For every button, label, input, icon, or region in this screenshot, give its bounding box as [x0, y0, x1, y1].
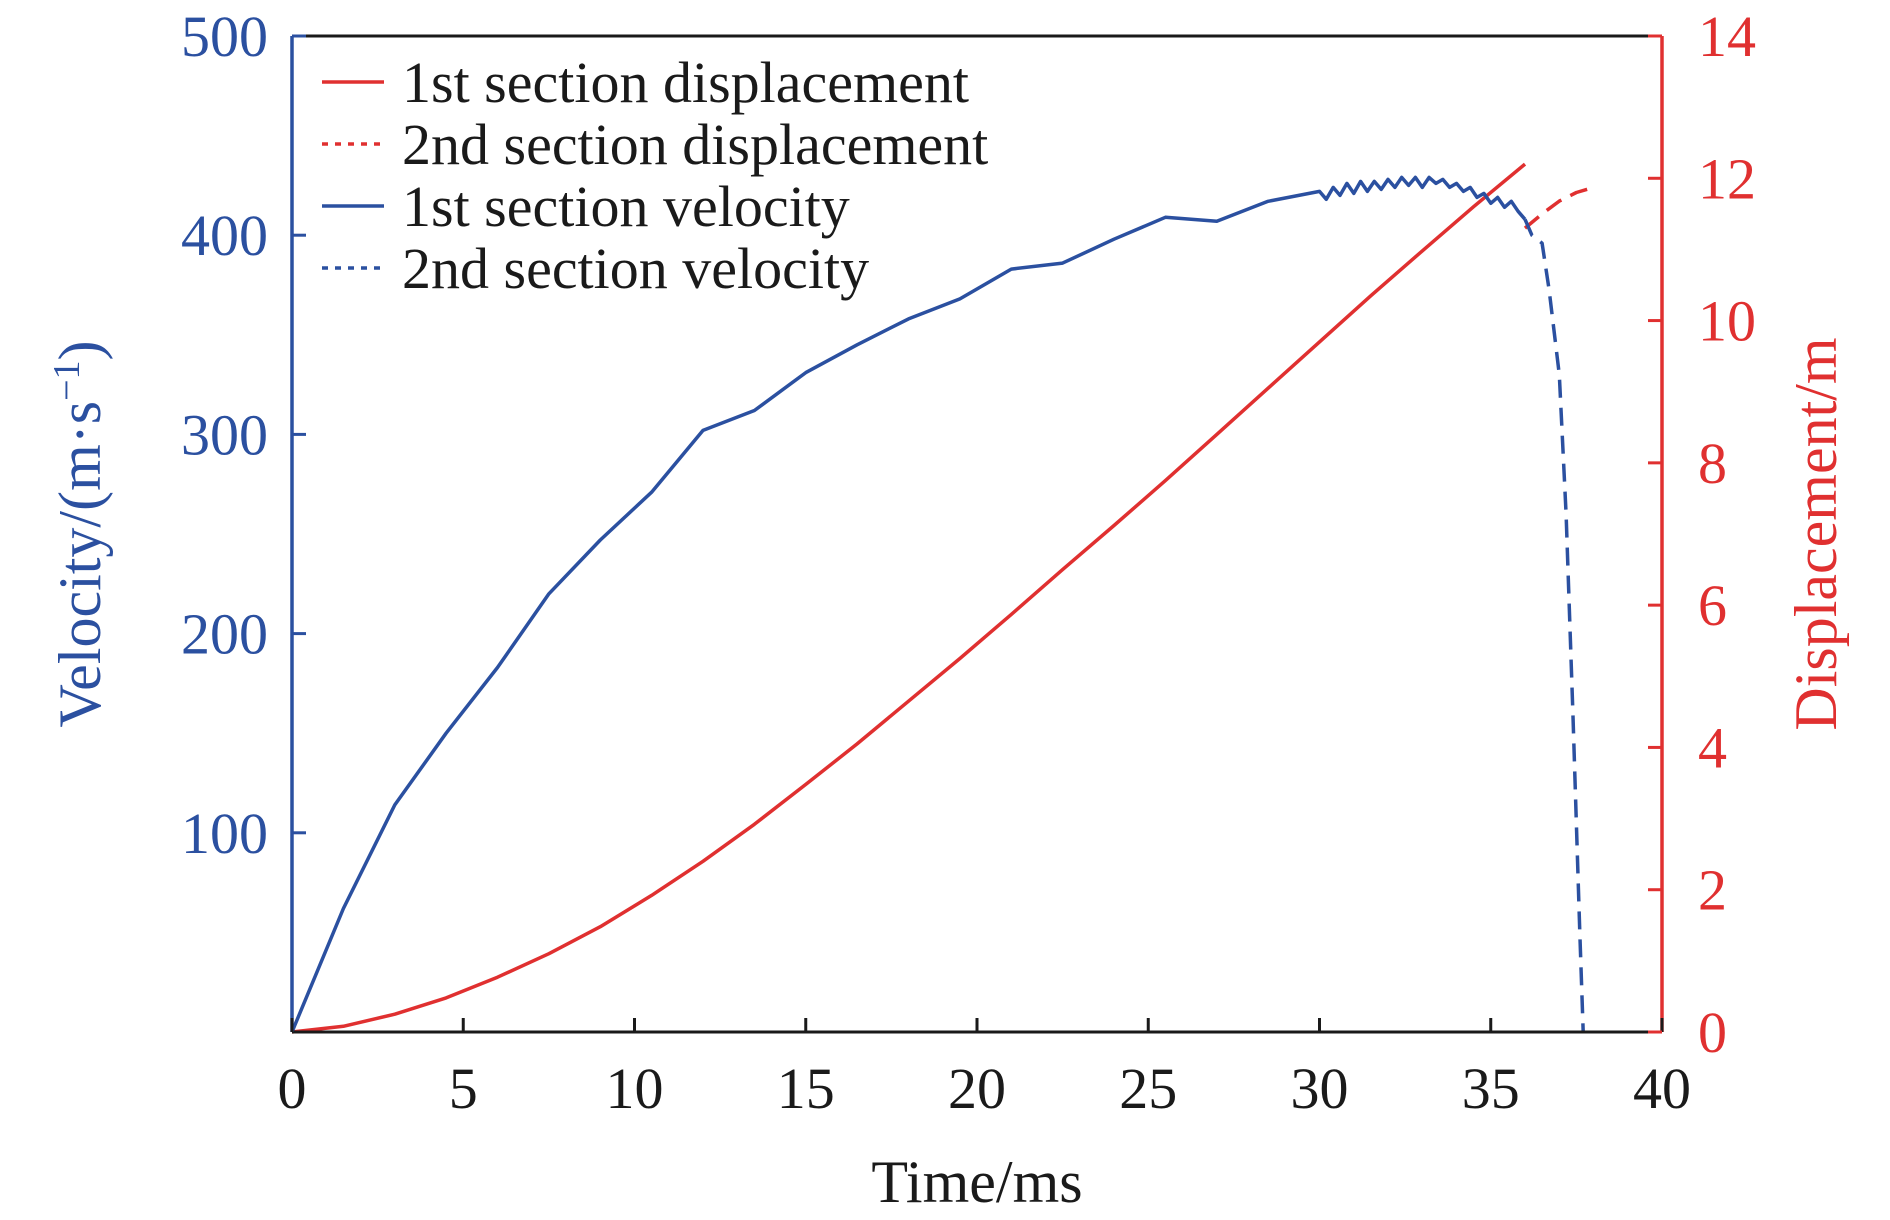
x-tick-label: 25 — [1119, 1056, 1177, 1121]
y-right-tick-label: 10 — [1698, 289, 1756, 354]
y-left-axis-title-superscript: −1 — [46, 360, 88, 400]
y-left-axis-title: Velocity/(m·s−1) — [46, 340, 113, 727]
legend-label: 2nd section velocity — [402, 236, 869, 301]
x-tick-label: 30 — [1291, 1056, 1349, 1121]
x-tick-label: 0 — [278, 1056, 307, 1121]
y-right-tick-label: 12 — [1698, 146, 1756, 211]
y-right-axis-title: Displacement/m — [1783, 337, 1849, 730]
y-left-tick-label: 200 — [181, 602, 268, 667]
x-tick-label: 10 — [606, 1056, 664, 1121]
y-right-tick-label: 2 — [1698, 858, 1727, 923]
y-left-axis-title-main: Velocity/(m·s — [47, 401, 113, 728]
series-layer — [290, 162, 1594, 1034]
series-line-1st-section-velocity — [290, 175, 1527, 1033]
x-tick-label: 35 — [1462, 1056, 1520, 1121]
legend-label: 1st section velocity — [402, 174, 850, 239]
y-right-tick-label: 8 — [1698, 431, 1727, 496]
y-left-tick-label: 100 — [181, 801, 268, 866]
series-line-2nd-section-displacement — [1523, 185, 1594, 230]
y-right-tick-label: 4 — [1698, 715, 1727, 780]
axis-titles: Time/ms Velocity/(m·s−1) Displacement/m — [46, 337, 1849, 1215]
x-tick-label: 40 — [1633, 1056, 1691, 1121]
y-right-tick-label: 0 — [1698, 1000, 1727, 1065]
axes-layer: 0 5 10 15 20 25 30 35 40 100 200 300 400 500 0 2 4 6 8 10 12… — [181, 4, 1756, 1121]
series-line-2nd-section-velocity — [1523, 218, 1585, 1033]
y-left-tick-label: 400 — [181, 203, 268, 268]
legend-label: 2nd section displacement — [402, 112, 988, 177]
y-right-tick-label: 14 — [1698, 4, 1756, 69]
legend-label: 1st section displacement — [402, 50, 969, 115]
y-right-tick-label: 6 — [1698, 573, 1727, 638]
x-tick-label: 5 — [449, 1056, 478, 1121]
y-left-tick-label: 300 — [181, 402, 268, 467]
x-axis-title: Time/ms — [871, 1149, 1082, 1215]
x-tick-label: 15 — [777, 1056, 835, 1121]
series-line-1st-section-displacement — [291, 162, 1527, 1034]
y-left-axis-title-close: ) — [47, 340, 113, 360]
y-left-tick-label: 500 — [181, 4, 268, 69]
x-tick-label: 20 — [948, 1056, 1006, 1121]
